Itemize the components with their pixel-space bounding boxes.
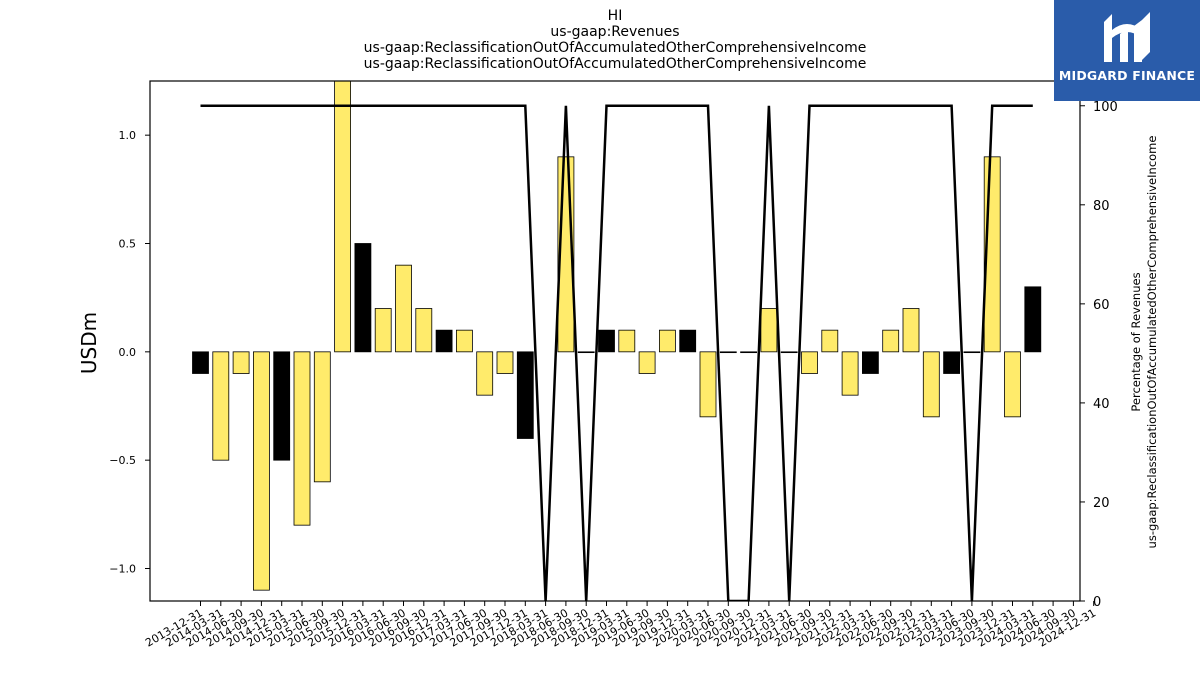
bar-2019-03-31 [618, 329, 636, 353]
bar-2022-12-31 [922, 351, 940, 418]
bar-2018-09-30 [577, 351, 595, 354]
bar-2020-06-30 [719, 351, 737, 354]
title-line-4: us-gaap:ReclassificationOutOfAccumulated… [363, 56, 867, 72]
bar-2019-09-30 [659, 329, 676, 353]
bar-2015-06-30 [313, 351, 331, 483]
bar-2022-06-30 [882, 329, 900, 353]
y2-axis-label-line: us-gaap:ReclassificationOutOfAccumulated… [1145, 136, 1159, 549]
bar-2021-03-31 [780, 351, 798, 354]
bar-2015-09-30 [334, 81, 352, 353]
bar-2014-06-30 [232, 351, 250, 374]
bar-2020-12-31 [760, 308, 778, 353]
bar-2014-12-31 [273, 351, 291, 461]
bar-2014-09-30 [252, 351, 270, 591]
bar-2023-12-31 [1004, 351, 1021, 418]
bar-2024-03-31 [1024, 286, 1042, 353]
title-line-3: us-gaap:ReclassificationOutOfAccumulated… [363, 40, 867, 56]
y-axis-label: USDm [77, 312, 101, 374]
bar-2022-09-30 [902, 308, 920, 353]
bar-2017-06-30 [476, 351, 494, 396]
bar-2020-03-31 [699, 351, 717, 418]
bar-2016-12-31 [435, 329, 453, 353]
bar-2014-03-31 [212, 351, 230, 461]
bar-2017-09-30 [496, 351, 514, 374]
y2-tick-label: 60 [1093, 298, 1110, 313]
title-line-1: HI [607, 8, 623, 24]
brand-logo: MIDGARD FINANCE [1054, 0, 1200, 101]
y-tick-label: −1.0 [109, 563, 136, 576]
y-tick-label: 0.0 [119, 346, 137, 359]
bar-2016-03-31 [374, 308, 392, 353]
bar-2016-06-30 [395, 264, 412, 353]
percentage-line [200, 104, 1033, 601]
y2-tick-label: 100 [1093, 100, 1118, 115]
brand-name: MIDGARD FINANCE [1058, 68, 1196, 83]
y2-tick-label: 80 [1093, 199, 1110, 214]
bar-2015-12-31 [354, 243, 372, 353]
y-tick-label: 0.5 [119, 238, 137, 251]
bar-2021-06-30 [801, 351, 818, 374]
y-tick-label: −0.5 [109, 454, 136, 467]
bar-2015-03-31 [293, 351, 311, 526]
midgard-logo-icon [1104, 12, 1150, 62]
bar-2018-12-31 [598, 329, 615, 353]
bar-2020-09-30 [740, 351, 757, 354]
bar-2016-09-30 [415, 308, 433, 353]
title-line-2: us-gaap:Revenues [550, 24, 680, 40]
bar-2017-12-31 [516, 351, 534, 439]
bar-2021-09-30 [821, 329, 839, 353]
plot-frame [149, 80, 1081, 602]
bar-2023-03-31 [943, 351, 960, 374]
y2-tick-label: 20 [1093, 496, 1110, 511]
bar-2013-12-31 [192, 351, 209, 374]
bar-2023-06-30 [963, 351, 981, 354]
bar-2019-06-30 [638, 351, 656, 374]
bar-2022-03-31 [862, 351, 879, 374]
y-tick-label: 1.0 [119, 129, 137, 142]
bar-2017-03-31 [455, 329, 473, 353]
y2-tick-label: 0 [1093, 595, 1101, 610]
bar-2019-12-31 [679, 329, 697, 353]
y2-axis-label-line: Percentage of Revenues [1129, 272, 1143, 411]
bar-2021-12-31 [841, 351, 859, 396]
y2-tick-label: 40 [1093, 397, 1110, 412]
